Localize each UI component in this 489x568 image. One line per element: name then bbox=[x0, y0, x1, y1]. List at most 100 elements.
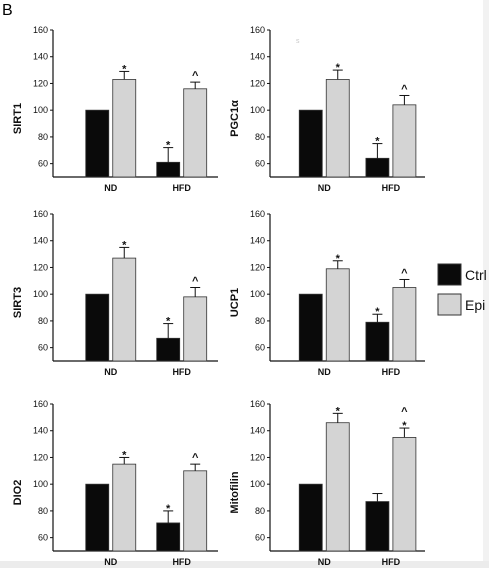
bar-ctrl-nd bbox=[85, 109, 110, 178]
x-category-label: ND bbox=[104, 557, 117, 567]
y-tick-label: 100 bbox=[33, 479, 48, 489]
legend-swatch-ctrl bbox=[437, 263, 462, 286]
y-tick-label: 160 bbox=[33, 25, 48, 35]
y-tick-label: 160 bbox=[250, 25, 265, 35]
panel-letter: B bbox=[2, 2, 13, 19]
bar-ctrl-hfd bbox=[156, 522, 181, 552]
y-tick-label: 100 bbox=[250, 289, 265, 299]
significance-caret: ^ bbox=[401, 267, 408, 279]
y-tick-label: 100 bbox=[33, 105, 48, 115]
bar-epi-hfd bbox=[392, 104, 417, 178]
bar-ctrl-hfd bbox=[365, 321, 390, 362]
charts-layer: 60 80 100 120 140 160 SIRT1 ND * HFD * ^ 60 80 100 120 1… bbox=[12, 25, 425, 567]
y-tick-label: 80 bbox=[38, 132, 48, 142]
y-tick-label: 140 bbox=[250, 52, 265, 62]
y-tick-label: 60 bbox=[38, 533, 48, 543]
bar-epi-hfd bbox=[183, 470, 208, 552]
x-category-label: ND bbox=[318, 557, 331, 567]
y-tick-label: 160 bbox=[250, 209, 265, 219]
x-category-label: ND bbox=[318, 183, 331, 193]
significance-asterisk: * bbox=[402, 420, 407, 432]
bar-epi-nd bbox=[112, 79, 137, 178]
y-axis-label: DIO2 bbox=[12, 480, 24, 506]
y-tick-label: 120 bbox=[33, 78, 48, 88]
x-category-label: ND bbox=[318, 367, 331, 377]
legend-swatch-epi bbox=[437, 293, 462, 316]
x-category-label: HFD bbox=[382, 557, 401, 567]
significance-asterisk: * bbox=[336, 62, 341, 74]
x-category-label: HFD bbox=[172, 367, 191, 377]
y-tick-label: 60 bbox=[255, 159, 265, 169]
bar-ctrl-hfd bbox=[365, 501, 390, 552]
significance-asterisk: * bbox=[166, 503, 171, 515]
y-axis-label: Mitofilin bbox=[229, 471, 241, 513]
y-tick-label: 140 bbox=[33, 236, 48, 246]
y-tick-label: 140 bbox=[250, 236, 265, 246]
chart-1: 60 80 100 120 140 160 PGC1α ND * HFD * ^ bbox=[229, 25, 425, 193]
significance-asterisk: * bbox=[336, 253, 341, 265]
significance-caret: ^ bbox=[401, 406, 408, 418]
y-tick-label: 80 bbox=[255, 132, 265, 142]
chart-0: 60 80 100 120 140 160 SIRT1 ND * HFD * ^ bbox=[12, 25, 218, 193]
bar-ctrl-hfd bbox=[365, 157, 390, 178]
y-axis-label: SIRT1 bbox=[12, 103, 24, 134]
bar-epi-hfd bbox=[392, 437, 417, 552]
chart-5: 60 80 100 120 140 160 Mitofilin ND * HFD ^ * bbox=[229, 399, 425, 567]
bar-epi-nd bbox=[325, 422, 350, 552]
significance-asterisk: * bbox=[166, 316, 171, 328]
y-tick-label: 80 bbox=[255, 316, 265, 326]
significance-caret: ^ bbox=[192, 452, 199, 464]
bar-ctrl-nd bbox=[85, 293, 110, 362]
x-category-label: ND bbox=[104, 367, 117, 377]
y-tick-label: 160 bbox=[33, 399, 48, 409]
y-tick-label: 100 bbox=[250, 105, 265, 115]
significance-caret: ^ bbox=[192, 276, 199, 288]
y-tick-label: 100 bbox=[250, 479, 265, 489]
significance-caret: ^ bbox=[401, 83, 408, 95]
significance-asterisk: * bbox=[375, 306, 380, 318]
significance-asterisk: * bbox=[375, 136, 380, 148]
significance-asterisk: * bbox=[122, 239, 127, 251]
y-axis-label: SIRT3 bbox=[12, 287, 24, 318]
y-tick-label: 140 bbox=[33, 52, 48, 62]
x-category-label: HFD bbox=[382, 367, 401, 377]
y-tick-label: 140 bbox=[33, 426, 48, 436]
legend: Ctrl Epi bbox=[437, 263, 487, 316]
legend-label-epi: Epi bbox=[465, 297, 485, 313]
x-category-label: HFD bbox=[172, 557, 191, 567]
y-axis-label: PGC1α bbox=[229, 100, 241, 137]
y-tick-label: 120 bbox=[33, 262, 48, 272]
bar-ctrl-nd bbox=[298, 109, 323, 178]
bar-epi-nd bbox=[112, 463, 137, 552]
legend-label-ctrl: Ctrl bbox=[465, 267, 487, 283]
y-tick-label: 140 bbox=[250, 426, 265, 436]
y-tick-label: 60 bbox=[38, 159, 48, 169]
y-tick-label: 100 bbox=[33, 289, 48, 299]
y-tick-label: 120 bbox=[250, 452, 265, 462]
bottom-edge-shade bbox=[0, 561, 489, 568]
chart-4: 60 80 100 120 140 160 DIO2 ND * HFD * ^ bbox=[12, 399, 218, 567]
x-category-label: HFD bbox=[382, 183, 401, 193]
bar-epi-hfd bbox=[392, 287, 417, 362]
bar-epi-hfd bbox=[183, 88, 208, 178]
y-tick-label: 80 bbox=[38, 316, 48, 326]
significance-asterisk: * bbox=[122, 63, 127, 75]
bar-ctrl-nd bbox=[298, 293, 323, 362]
y-tick-label: 60 bbox=[255, 533, 265, 543]
chart-2: 60 80 100 120 140 160 SIRT3 ND * HFD * ^ bbox=[12, 209, 218, 377]
y-tick-label: 160 bbox=[250, 399, 265, 409]
y-tick-label: 80 bbox=[38, 506, 48, 516]
significance-asterisk: * bbox=[336, 405, 341, 417]
bar-ctrl-hfd bbox=[156, 337, 181, 362]
right-edge-shade bbox=[483, 0, 489, 568]
y-tick-label: 80 bbox=[255, 506, 265, 516]
y-tick-label: 120 bbox=[250, 78, 265, 88]
significance-asterisk: * bbox=[122, 449, 127, 461]
y-axis-label: UCP1 bbox=[229, 288, 241, 317]
bar-ctrl-hfd bbox=[156, 161, 181, 178]
bar-epi-hfd bbox=[183, 296, 208, 362]
bar-epi-nd bbox=[325, 79, 350, 178]
y-tick-label: 120 bbox=[33, 452, 48, 462]
